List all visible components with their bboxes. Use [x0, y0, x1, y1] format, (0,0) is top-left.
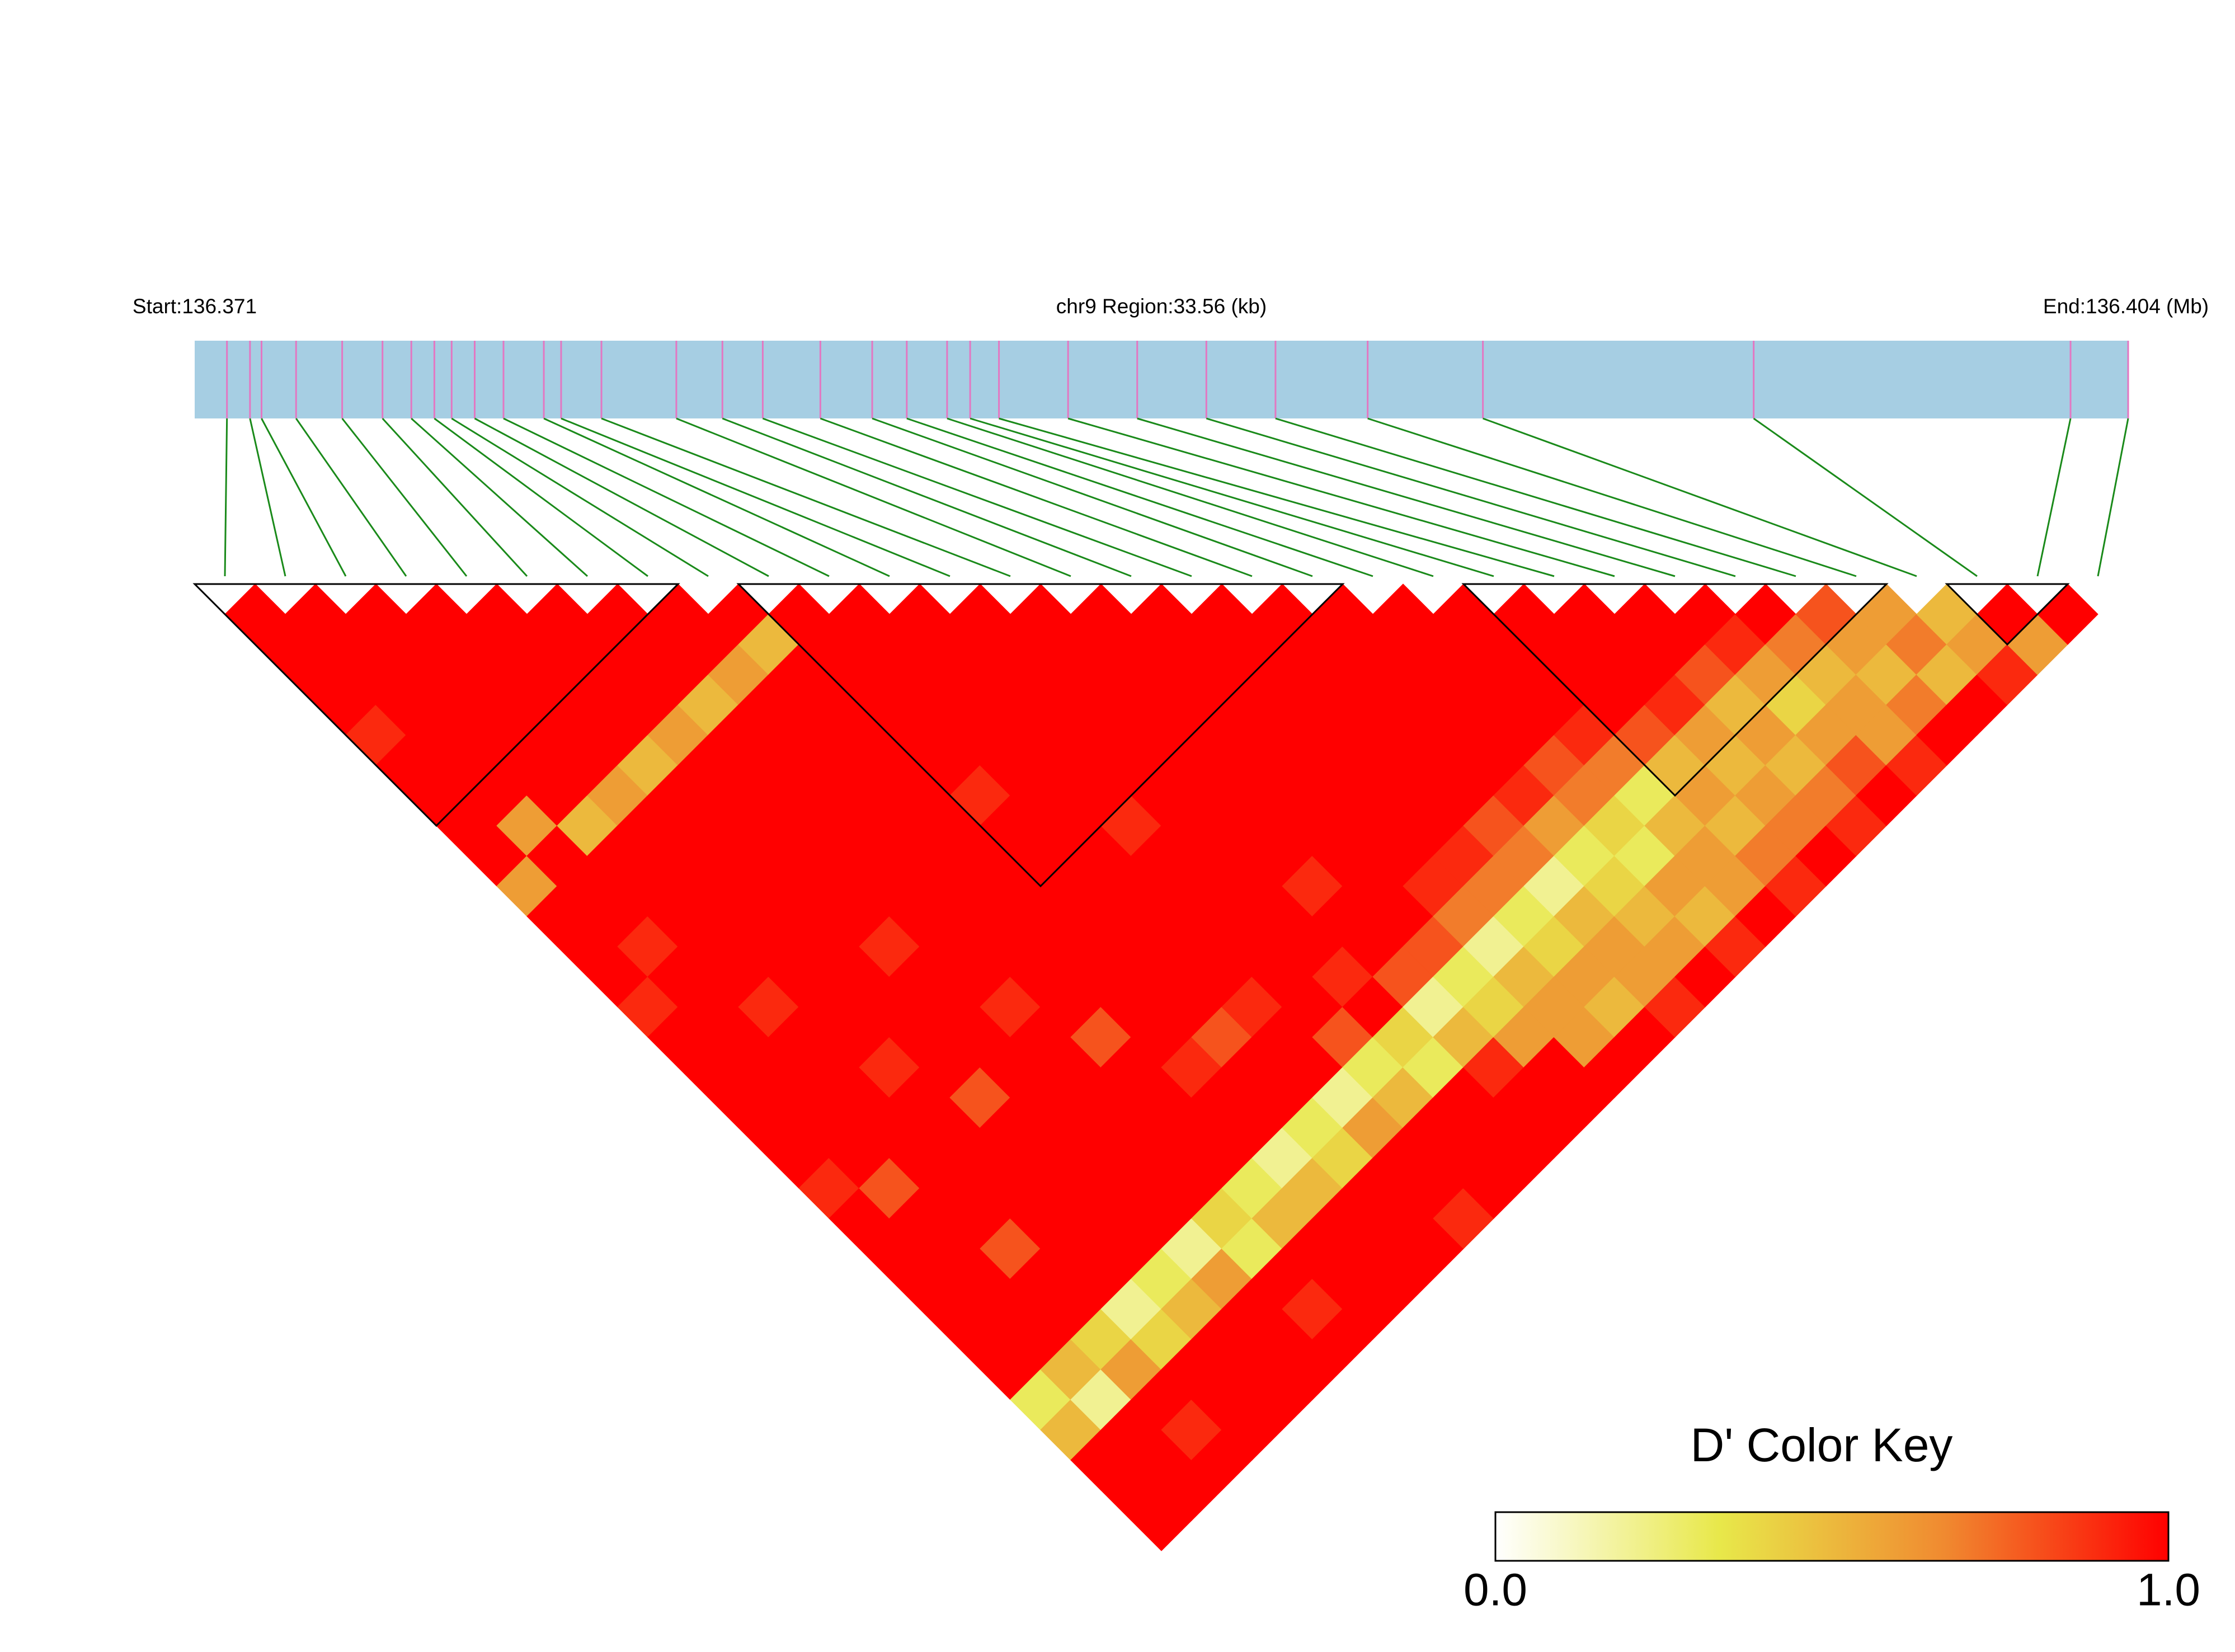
snp-connector [1275, 417, 1796, 577]
snp-connector [1753, 417, 1978, 577]
snp-connector [970, 417, 1494, 577]
snp-connector [434, 417, 648, 577]
region-label: chr9 Region:33.56 (kb) [1056, 295, 1267, 318]
snp-connector [249, 418, 286, 577]
snp-connector [224, 418, 228, 577]
snp-connector [295, 418, 407, 577]
key-title: D' Color Key [1691, 1419, 1953, 1471]
snp-connector [676, 417, 1071, 577]
snp-connector [906, 417, 1373, 577]
snp-connector [1483, 417, 1917, 577]
snp-connector [474, 417, 769, 577]
snp-connector [543, 417, 890, 577]
key-tick-label: 0.0 [1464, 1565, 1527, 1616]
snp-connector [1367, 417, 1857, 577]
snp-connector [820, 417, 1253, 577]
start-label: Start:136.371 [133, 295, 257, 318]
haplotype-block [736, 583, 1345, 888]
snp-connector [411, 417, 589, 577]
snp-connector [1067, 417, 1615, 577]
color-key [1494, 1511, 2170, 1562]
snp-connector [1137, 417, 1676, 577]
position-bar [195, 341, 2128, 418]
snp-connector [341, 418, 468, 577]
snp-connector [722, 417, 1132, 577]
haplotype-block [1461, 583, 1889, 797]
key-tick-label: 1.0 [2137, 1565, 2200, 1616]
snp-connector [2036, 418, 2072, 577]
snp-connector [1206, 417, 1736, 577]
snp-connector [561, 417, 951, 577]
snp-connector [261, 418, 347, 577]
snp-connector [762, 417, 1192, 577]
end-label: End:136.404 (Mb) [2043, 295, 2209, 318]
haplotype-block [192, 583, 680, 827]
snp-connector [451, 417, 709, 577]
snp-connector [999, 417, 1555, 577]
haplotype-block [1945, 583, 2070, 646]
snp-connector [601, 417, 1011, 577]
snp-connector [947, 417, 1434, 577]
snp-connector [503, 417, 830, 577]
snp-connector [872, 417, 1313, 577]
snp-connector [2097, 418, 2129, 577]
snp-connector [382, 417, 528, 577]
